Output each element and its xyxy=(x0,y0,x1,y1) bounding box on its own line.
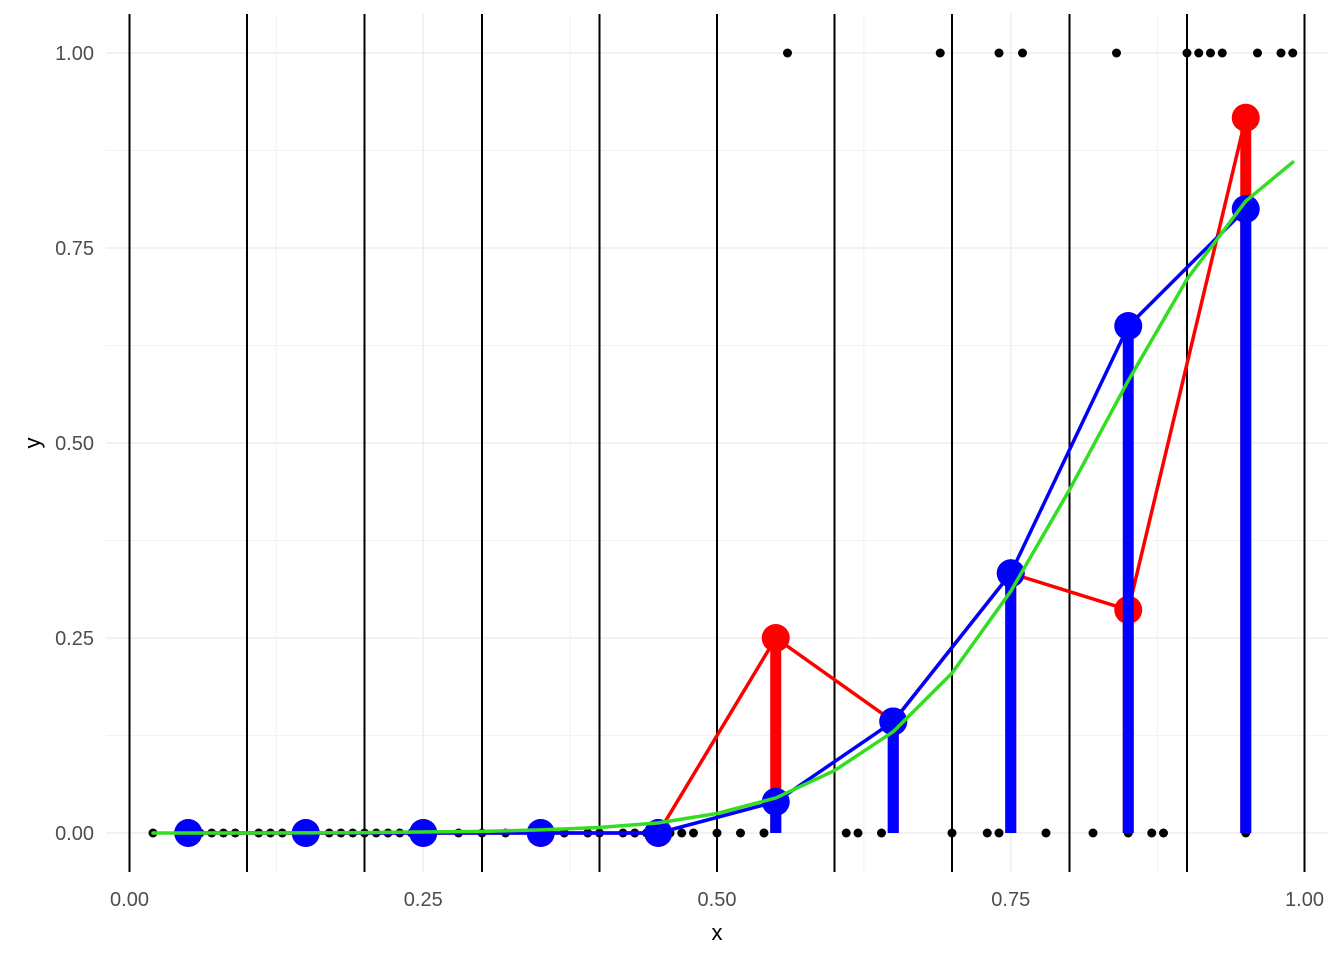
blue-point xyxy=(644,819,673,847)
observation-point xyxy=(947,828,957,838)
observation-point xyxy=(994,48,1004,58)
observation-point xyxy=(712,828,722,838)
y-tick-label: 0.50 xyxy=(55,433,94,455)
observation-point xyxy=(1206,48,1215,58)
red-point xyxy=(1231,103,1260,132)
observation-point xyxy=(759,828,769,838)
plot-layer xyxy=(148,48,1298,847)
blue-point xyxy=(1114,312,1143,340)
blue-point xyxy=(1231,195,1260,223)
x-tick-labels: 0.00 0.25 0.50 0.75 1.00 xyxy=(110,889,1324,911)
blue-point xyxy=(526,819,555,847)
observation-point xyxy=(677,828,687,838)
observation-point xyxy=(982,828,992,838)
y-axis-title: y xyxy=(20,438,45,449)
y-tick-labels: 0.00 0.25 0.50 0.75 1.00 xyxy=(55,43,94,845)
observation-point xyxy=(689,828,698,838)
observation-point xyxy=(1112,48,1121,58)
bin-edge-lines xyxy=(128,14,1306,872)
observation-point xyxy=(1194,48,1204,58)
observation-point xyxy=(1217,48,1227,58)
observation-point xyxy=(994,828,1004,838)
observation-point xyxy=(935,48,945,58)
y-tick-label: 0.00 xyxy=(55,823,94,845)
observation-point xyxy=(1276,48,1286,58)
observation-point xyxy=(736,828,745,838)
x-tick-label: 0.25 xyxy=(404,889,443,911)
x-tick-label: 0.50 xyxy=(698,889,737,911)
observation-point xyxy=(841,828,851,838)
observation-point xyxy=(853,828,863,838)
red-point xyxy=(761,624,790,652)
observation-point xyxy=(1018,48,1027,58)
y-tick-label: 0.25 xyxy=(55,628,94,650)
observation-point xyxy=(1088,828,1098,838)
x-axis-title: x xyxy=(712,920,723,945)
y-tick-label: 1.00 xyxy=(55,43,94,65)
observation-point xyxy=(1253,48,1262,58)
x-tick-label: 0.75 xyxy=(991,889,1030,911)
observation-point xyxy=(1147,828,1157,838)
observation-point xyxy=(1159,828,1168,838)
observation-point xyxy=(877,828,886,838)
y-tick-label: 0.75 xyxy=(55,238,94,260)
observation-point xyxy=(1041,828,1051,838)
observation-point xyxy=(1288,48,1298,58)
x-tick-label: 0.00 xyxy=(110,889,149,911)
observation-point xyxy=(783,48,792,58)
blue-point xyxy=(879,707,908,736)
green-fit-curve xyxy=(151,160,1295,835)
observation-point xyxy=(1182,48,1192,58)
x-tick-label: 1.00 xyxy=(1285,889,1324,911)
